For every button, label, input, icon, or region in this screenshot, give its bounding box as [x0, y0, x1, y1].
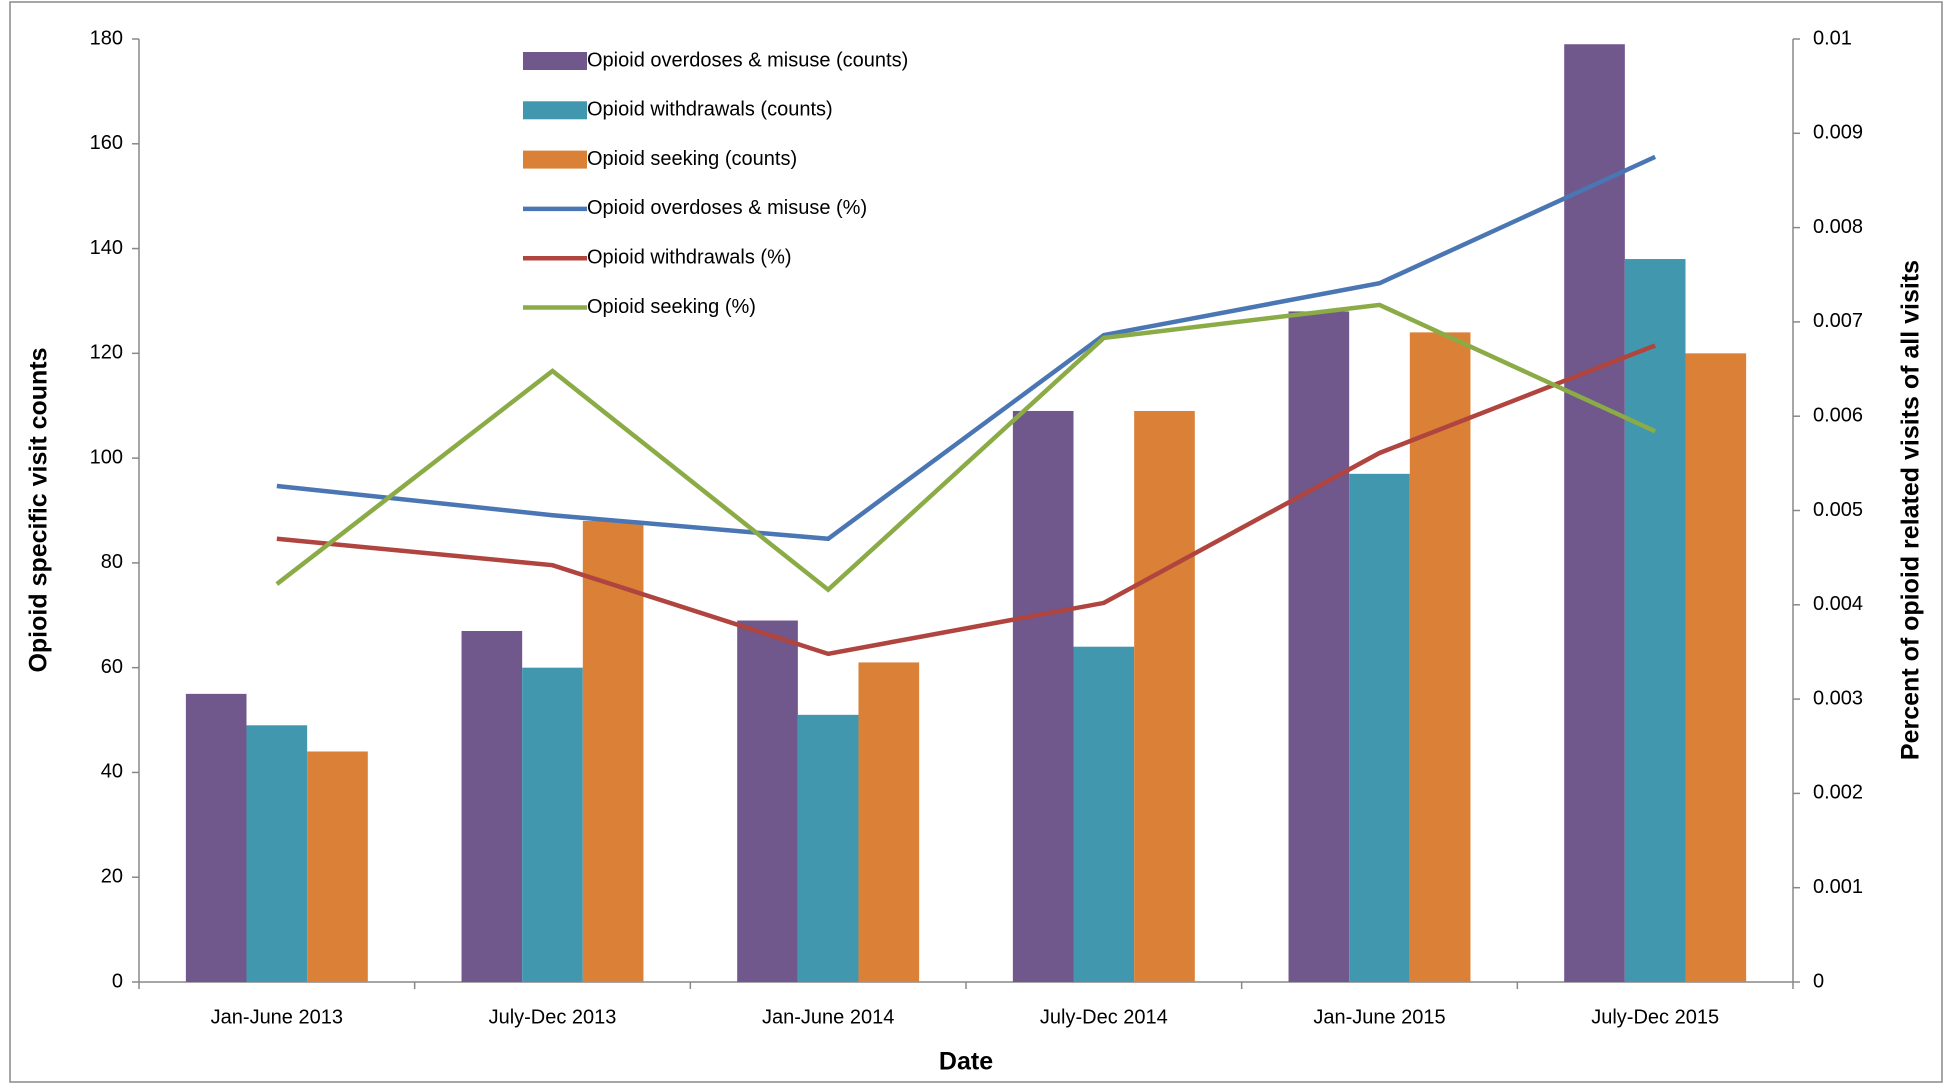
bar — [246, 725, 308, 982]
legend-swatch — [523, 150, 587, 169]
bar — [1624, 259, 1686, 982]
bar — [1564, 44, 1625, 982]
bar — [1012, 410, 1074, 982]
chart-border — [9, 1, 1943, 1083]
line — [276, 154, 1657, 542]
y-tick-label: 60 — [101, 656, 123, 678]
y-tick-label: 100 — [90, 446, 123, 468]
x-tick-label: July-Dec 2015 — [1591, 1006, 1719, 1028]
y-tick-label: 120 — [90, 342, 123, 364]
legend-label: Opioid overdoses & misuse (%) — [587, 197, 867, 219]
x-tick-label: Jan-June 2013 — [211, 1006, 343, 1028]
legend-label: Opioid overdoses & misuse (counts) — [587, 49, 908, 71]
legend-swatch — [523, 52, 587, 70]
y2-tick-label: 0.007 — [1813, 310, 1863, 332]
y2-tick-label: 0.01 — [1813, 27, 1852, 49]
y-tick-label: 180 — [90, 27, 123, 49]
bar — [1349, 473, 1410, 982]
y2-tick-label: 0.009 — [1813, 122, 1863, 144]
x-tick-label: Jan-June 2014 — [762, 1006, 894, 1028]
bar — [737, 620, 798, 982]
y-tick-label: 140 — [90, 237, 123, 259]
y-axis-title: Opioid specific visit counts — [25, 347, 53, 672]
legend-swatch — [523, 101, 587, 120]
bar — [1685, 353, 1747, 982]
bar — [522, 667, 583, 982]
y2-tick-label: 0 — [1813, 970, 1824, 992]
bar — [185, 693, 247, 982]
x-tick-label: July-Dec 2014 — [1040, 1006, 1168, 1028]
y2-tick-label: 0.001 — [1813, 876, 1863, 898]
legend-label: Opioid seeking (%) — [587, 296, 756, 318]
legend-label: Opioid withdrawals (counts) — [587, 99, 833, 121]
bar — [1134, 410, 1195, 982]
line — [275, 302, 1657, 593]
bar — [461, 630, 523, 982]
x-tick-label: Jan-June 2015 — [1313, 1006, 1445, 1028]
x-axis-title: Date — [939, 1048, 993, 1076]
y-tick-label: 80 — [101, 551, 123, 573]
bar — [582, 520, 644, 982]
bar — [1409, 332, 1471, 982]
x-tick-label: July-Dec 2013 — [489, 1006, 617, 1028]
y2-tick-label: 0.005 — [1813, 499, 1863, 521]
bar — [797, 714, 859, 982]
bar — [858, 662, 920, 982]
bar — [1073, 646, 1135, 982]
y-tick-label: 0 — [112, 970, 123, 992]
y-tick-label: 160 — [90, 132, 123, 154]
bar — [1288, 311, 1350, 982]
y2-tick-label: 0.006 — [1813, 404, 1863, 426]
y2-tick-label: 0.002 — [1813, 782, 1863, 804]
y-tick-label: 40 — [101, 761, 123, 783]
legend-label: Opioid withdrawals (%) — [587, 246, 792, 268]
y2-tick-label: 0.004 — [1813, 593, 1863, 615]
y2-tick-label: 0.008 — [1813, 216, 1863, 238]
y2-axis-title: Percent of opioid related visits of all … — [1897, 260, 1925, 760]
y2-tick-label: 0.003 — [1813, 687, 1863, 709]
bar — [307, 751, 368, 982]
legend-label: Opioid seeking (counts) — [587, 148, 797, 170]
line — [276, 343, 1656, 657]
y-tick-label: 20 — [101, 866, 123, 888]
